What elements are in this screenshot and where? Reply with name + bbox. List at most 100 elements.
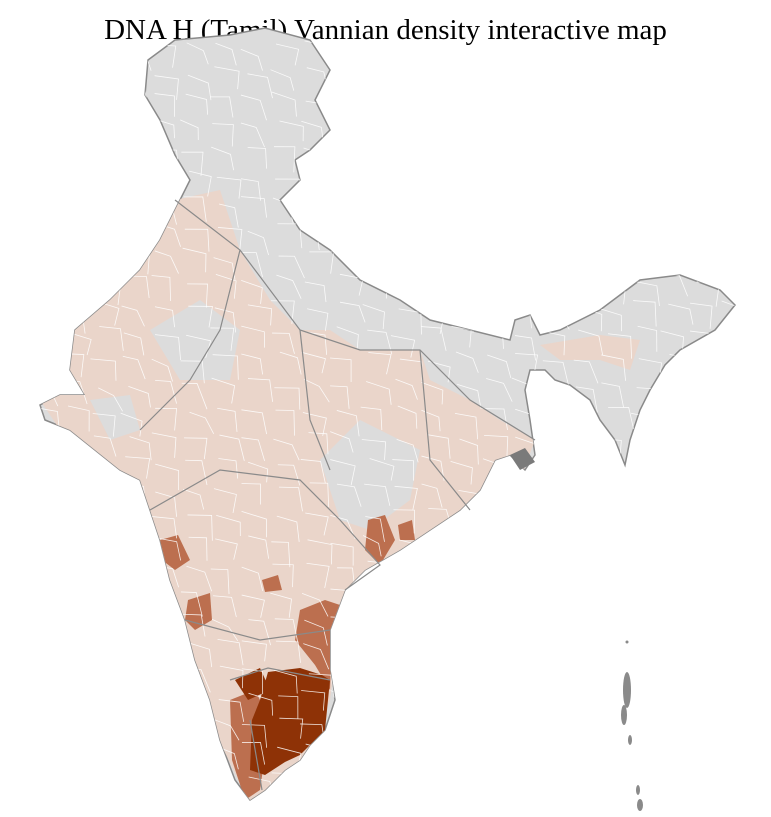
district-border: [720, 802, 745, 817]
district-border: [40, 303, 63, 326]
andaman-nicobar-islands[interactable]: [621, 640, 643, 812]
district-border: [481, 177, 502, 203]
district-border: [155, 694, 178, 718]
district-border: [428, 665, 453, 687]
district-border: [363, 252, 385, 279]
region-low-assam[interactable]: [540, 335, 640, 370]
region-medium-coastal-andhra[interactable]: [295, 600, 340, 690]
region-medium-odisha-east[interactable]: [398, 520, 415, 540]
district-border: [61, 769, 82, 795]
district-border: [396, 670, 418, 696]
region-medium-odisha[interactable]: [365, 515, 395, 565]
district-border: [489, 307, 513, 331]
district-border: [664, 491, 687, 516]
region-medium-karnataka[interactable]: [185, 593, 212, 630]
district-border: [309, 482, 330, 508]
district-border: [97, 146, 120, 169]
district-border: [663, 745, 689, 767]
district-border: [697, 586, 723, 611]
district-border: [369, 458, 395, 481]
region-nodata-central[interactable]: [320, 420, 420, 530]
district-border: [155, 491, 178, 517]
district-border: [40, 694, 57, 721]
district-border: [155, 537, 182, 561]
district-border: [278, 255, 305, 279]
district-border: [725, 618, 735, 640]
district-border: [152, 673, 174, 696]
district-border: [450, 229, 474, 252]
district-border: [390, 589, 411, 615]
district-border: [60, 122, 84, 144]
district-border: [635, 281, 660, 306]
district-border: [92, 413, 116, 437]
region-nodata-rajasthan[interactable]: [150, 300, 240, 380]
district-border: [367, 329, 393, 355]
region-high-tamil-nadu[interactable]: [250, 668, 330, 775]
district-border: [515, 510, 539, 535]
district-border: [421, 770, 445, 795]
district-border: [660, 99, 685, 121]
district-border: [40, 175, 54, 197]
district-border: [690, 691, 713, 713]
district-border: [601, 613, 624, 635]
district-border: [420, 150, 445, 178]
district-border: [630, 464, 655, 489]
district-border: [67, 331, 92, 356]
district-border: [398, 67, 424, 92]
district-border: [40, 463, 55, 488]
district-border: [273, 669, 298, 694]
district-border: [270, 69, 295, 91]
district-border: [608, 795, 630, 800]
district-border: [211, 799, 236, 800]
district-border: [724, 387, 735, 413]
district-border: [663, 514, 687, 540]
district-border: [574, 590, 597, 617]
district-border: [600, 67, 624, 95]
district-border: [661, 464, 686, 487]
district-border: [121, 536, 143, 560]
region-medium-telangana[interactable]: [262, 575, 282, 592]
district-border: [272, 563, 294, 588]
district-border: [98, 95, 118, 118]
district-border: [428, 591, 455, 616]
district-border: [125, 456, 151, 479]
district-border: [330, 514, 356, 540]
district-border: [512, 692, 535, 719]
district-border: [548, 639, 575, 665]
district-border: [182, 488, 205, 510]
district-border: [630, 171, 650, 195]
district-border: [667, 641, 690, 669]
district-border: [485, 799, 508, 800]
district-border: [699, 229, 725, 253]
district-border: [572, 721, 597, 745]
district-border: [601, 669, 627, 695]
district-border: [690, 386, 713, 410]
district-border: [336, 410, 360, 437]
district-border: [121, 305, 145, 327]
district-border: [607, 92, 627, 116]
district-border: [307, 770, 330, 792]
district-border: [98, 387, 124, 412]
district-border: [248, 378, 274, 402]
district-border: [218, 699, 245, 722]
district-border: [638, 127, 662, 149]
district-border: [40, 534, 61, 559]
district-border: [391, 566, 418, 591]
district-border: [452, 798, 475, 800]
district-border: [339, 126, 364, 149]
district-border: [668, 303, 694, 325]
district-border: [89, 798, 110, 800]
district-border: [394, 147, 420, 173]
district-border: [631, 204, 653, 231]
district-border: [91, 223, 116, 244]
district-border: [364, 43, 389, 66]
district-border: [330, 746, 354, 773]
district-border: [96, 721, 120, 746]
district-border: [454, 412, 479, 440]
district-border: [545, 196, 572, 219]
district-border: [399, 770, 420, 796]
district-border: [210, 96, 234, 118]
district-border: [365, 150, 386, 172]
region-medium-maharashtra[interactable]: [160, 535, 190, 570]
